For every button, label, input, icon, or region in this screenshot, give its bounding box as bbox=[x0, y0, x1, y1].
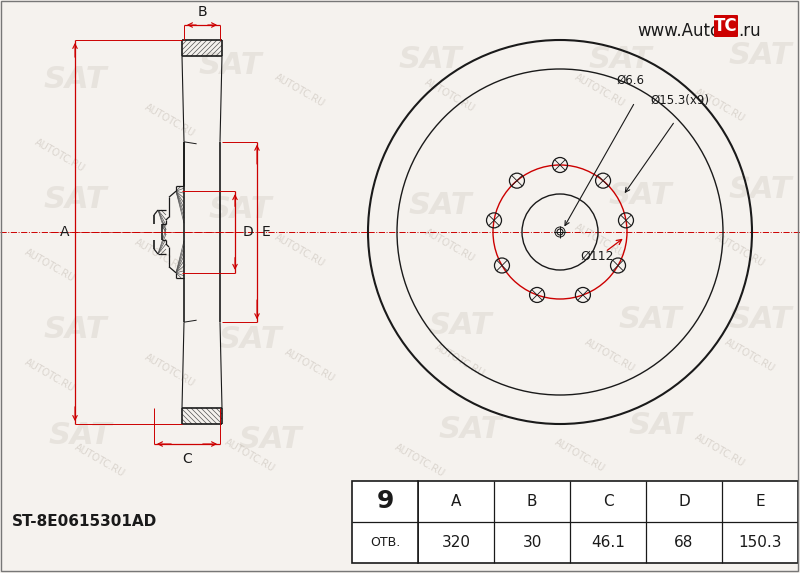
Text: E: E bbox=[262, 225, 270, 239]
Text: AUTOTC.RU: AUTOTC.RU bbox=[393, 442, 447, 478]
Text: AUTOTC.RU: AUTOTC.RU bbox=[713, 231, 767, 268]
Text: SAT: SAT bbox=[43, 65, 106, 95]
Bar bbox=[418, 481, 798, 563]
Text: 9: 9 bbox=[376, 489, 394, 513]
Text: ОТВ.: ОТВ. bbox=[370, 536, 400, 549]
Text: Ø15.3(x9): Ø15.3(x9) bbox=[650, 94, 710, 107]
Text: .ru: .ru bbox=[738, 22, 761, 40]
Text: AUTOTC.RU: AUTOTC.RU bbox=[273, 231, 327, 268]
Text: SAT: SAT bbox=[408, 190, 472, 219]
Text: Ø6.6: Ø6.6 bbox=[616, 74, 644, 87]
Text: 320: 320 bbox=[442, 535, 470, 550]
Text: AUTOTC.RU: AUTOTC.RU bbox=[143, 101, 197, 139]
Text: 30: 30 bbox=[522, 535, 542, 550]
Text: ST-8E0615301AD: ST-8E0615301AD bbox=[12, 515, 158, 529]
Text: AUTOTC.RU: AUTOTC.RU bbox=[23, 356, 77, 394]
Text: AUTOTC.RU: AUTOTC.RU bbox=[33, 136, 87, 174]
Text: SAT: SAT bbox=[218, 325, 282, 355]
Text: AUTOTC.RU: AUTOTC.RU bbox=[693, 87, 747, 123]
Text: AUTOTC.RU: AUTOTC.RU bbox=[283, 347, 337, 383]
Bar bbox=[352, 481, 418, 563]
Text: SAT: SAT bbox=[588, 45, 652, 74]
FancyBboxPatch shape bbox=[714, 15, 738, 37]
Text: C: C bbox=[182, 452, 192, 466]
Text: SAT: SAT bbox=[608, 180, 672, 210]
Text: B: B bbox=[526, 494, 538, 509]
Text: C: C bbox=[602, 494, 614, 509]
Text: AUTOTC.RU: AUTOTC.RU bbox=[143, 352, 197, 388]
Text: www.Auto: www.Auto bbox=[637, 22, 720, 40]
Text: AUTOTC.RU: AUTOTC.RU bbox=[273, 72, 327, 108]
Text: E: E bbox=[755, 494, 765, 509]
Text: AUTOTC.RU: AUTOTC.RU bbox=[723, 336, 777, 374]
Text: AUTOTC.RU: AUTOTC.RU bbox=[73, 442, 127, 478]
Text: AUTOTC.RU: AUTOTC.RU bbox=[433, 342, 487, 378]
Text: SAT: SAT bbox=[728, 305, 792, 335]
Text: AUTOTC.RU: AUTOTC.RU bbox=[693, 431, 747, 468]
Text: AUTOTC.RU: AUTOTC.RU bbox=[573, 72, 627, 108]
Text: 46.1: 46.1 bbox=[591, 535, 625, 550]
Text: A: A bbox=[60, 225, 70, 239]
Text: Ø112: Ø112 bbox=[580, 249, 614, 262]
Text: A: A bbox=[451, 494, 461, 509]
Text: 150.3: 150.3 bbox=[738, 535, 782, 550]
Text: SAT: SAT bbox=[198, 50, 262, 80]
Text: SAT: SAT bbox=[208, 195, 272, 225]
Text: SAT: SAT bbox=[398, 45, 462, 74]
Text: D: D bbox=[243, 225, 254, 239]
Text: D: D bbox=[678, 494, 690, 509]
Text: SAT: SAT bbox=[618, 305, 682, 335]
Text: AUTOTC.RU: AUTOTC.RU bbox=[583, 336, 637, 374]
Text: SAT: SAT bbox=[728, 175, 792, 205]
Text: AUTOTC.RU: AUTOTC.RU bbox=[133, 237, 187, 273]
Text: 68: 68 bbox=[674, 535, 694, 550]
Text: AUTOTC.RU: AUTOTC.RU bbox=[23, 246, 77, 284]
Text: SAT: SAT bbox=[628, 410, 692, 439]
Text: SAT: SAT bbox=[438, 415, 502, 445]
Text: SAT: SAT bbox=[43, 316, 106, 344]
Text: AUTOTC.RU: AUTOTC.RU bbox=[573, 222, 627, 258]
Text: B: B bbox=[197, 5, 207, 19]
Text: SAT: SAT bbox=[728, 41, 792, 69]
Text: AUTOTC.RU: AUTOTC.RU bbox=[553, 437, 607, 473]
Text: SAT: SAT bbox=[48, 421, 112, 449]
Text: TC: TC bbox=[714, 17, 738, 35]
Text: SAT: SAT bbox=[428, 311, 492, 339]
Text: AUTOTC.RU: AUTOTC.RU bbox=[423, 226, 477, 264]
Text: SAT: SAT bbox=[43, 186, 106, 214]
Text: SAT: SAT bbox=[238, 426, 302, 454]
Text: AUTOTC.RU: AUTOTC.RU bbox=[423, 77, 477, 113]
Text: AUTOTC.RU: AUTOTC.RU bbox=[223, 437, 277, 473]
